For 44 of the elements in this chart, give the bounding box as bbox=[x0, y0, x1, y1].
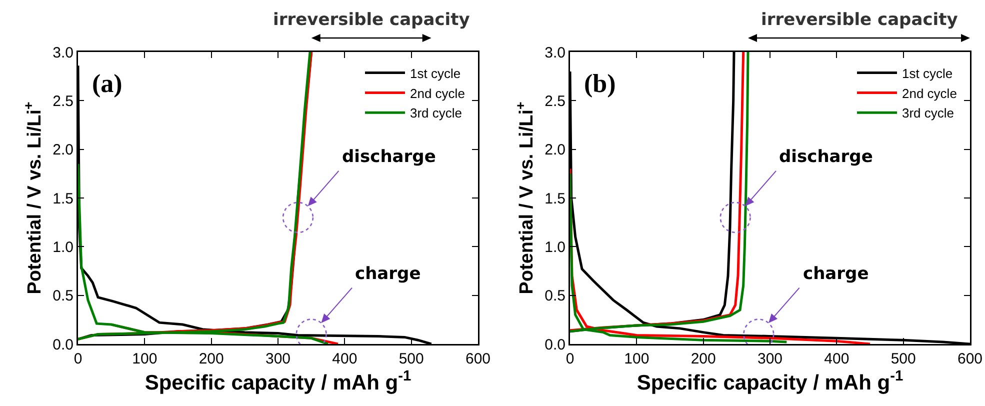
y-tick-label: 1.5 bbox=[52, 190, 74, 208]
x-tick-label: 100 bbox=[624, 350, 650, 368]
x-tick-label: 400 bbox=[824, 350, 850, 368]
annotation: charge bbox=[355, 264, 421, 284]
legend-label: 3rd cycle bbox=[902, 106, 954, 121]
x-axis-title: Specific capacity / mAh g$^{-1}$ bbox=[144, 368, 412, 394]
x-tick-label: 200 bbox=[690, 350, 716, 368]
y-tick-label: 1.0 bbox=[544, 238, 566, 256]
x-tick-label: 400 bbox=[332, 350, 358, 368]
legend-label: 1st cycle bbox=[902, 66, 953, 81]
y-tick-label: 3.0 bbox=[544, 44, 566, 62]
x-tick-label: 300 bbox=[757, 350, 783, 368]
y-tick-label: 2.5 bbox=[544, 92, 566, 110]
x-tick-label: 0 bbox=[566, 350, 574, 368]
y-tick-label: 2.0 bbox=[52, 142, 74, 159]
y-tick-label: 0.5 bbox=[544, 288, 566, 305]
y-tick-label: 2.5 bbox=[52, 92, 74, 110]
text: irreversible capacity bbox=[273, 10, 470, 30]
x-axis-title: Specific capacity / mAh g$^{-1}$ bbox=[636, 368, 904, 394]
x-tick-label: 300 bbox=[265, 350, 291, 368]
y-tick-label: 3.0 bbox=[52, 44, 74, 62]
y-tick-label: 2.0 bbox=[544, 142, 566, 159]
annotation: (b) bbox=[584, 69, 616, 98]
x-tick-label: 500 bbox=[398, 350, 424, 368]
x-tick-label: 500 bbox=[890, 350, 916, 368]
x-tick-label: 100 bbox=[132, 350, 158, 368]
y-tick-label: 0.0 bbox=[52, 336, 74, 354]
x-tick-label: 600 bbox=[465, 350, 491, 368]
annotation: discharge bbox=[779, 147, 873, 167]
annotation: (a) bbox=[92, 69, 122, 98]
y-tick-label: 1.0 bbox=[52, 238, 74, 256]
legend-label: 3rd cycle bbox=[410, 106, 462, 121]
annotation: charge bbox=[803, 264, 869, 284]
y-tick-label: 1.5 bbox=[544, 190, 566, 208]
annotation: discharge bbox=[342, 147, 436, 167]
x-tick-label: 0 bbox=[74, 350, 82, 368]
legend-label: 2nd cycle bbox=[902, 86, 957, 101]
y-tick-label: 0.0 bbox=[544, 336, 566, 354]
legend-label: 2nd cycle bbox=[410, 86, 465, 101]
x-tick-label: 200 bbox=[198, 350, 224, 368]
legend-label: 1st cycle bbox=[410, 66, 461, 81]
x-tick-label: 600 bbox=[957, 350, 983, 368]
text: irreversible capacity bbox=[761, 10, 958, 30]
y-tick-label: 0.5 bbox=[52, 288, 74, 305]
